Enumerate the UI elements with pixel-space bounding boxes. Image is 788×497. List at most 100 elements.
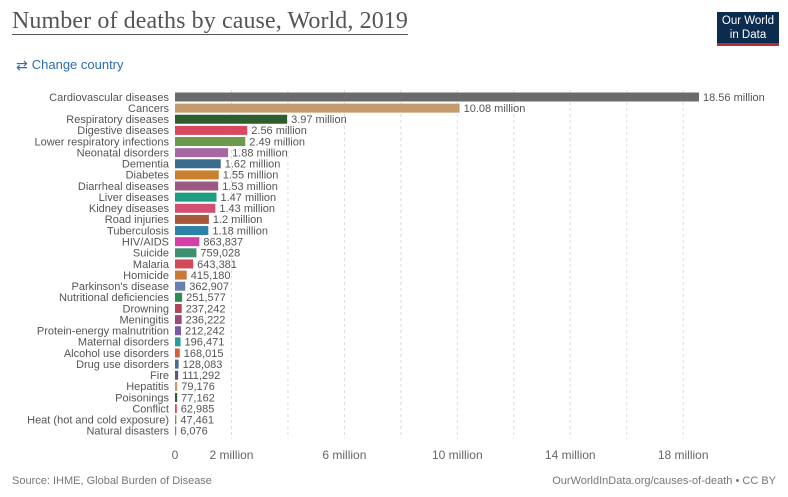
bar-drug-use-disorders <box>175 359 179 369</box>
category-label: Dementia <box>122 159 170 171</box>
bar-digestive-diseases <box>175 125 248 135</box>
value-label: 362,907 <box>189 281 229 293</box>
value-label: 1.18 million <box>212 225 268 237</box>
value-label: 1.55 million <box>223 170 279 182</box>
bar-maternal-disorders <box>175 337 181 347</box>
bar-conflict <box>175 404 177 414</box>
category-label: Nutritional deficiencies <box>59 292 170 304</box>
bar-kidney-diseases <box>175 203 216 213</box>
bar-chart: Cardiovascular diseases 18.56 million Canc… <box>27 90 765 462</box>
category-label: Meningitis <box>119 314 169 326</box>
category-label: Suicide <box>133 248 169 260</box>
category-label: Diabetes <box>126 170 170 182</box>
category-label: HIV/AIDS <box>122 236 169 248</box>
value-label: 3.97 million <box>291 114 347 126</box>
category-label: Maternal disorders <box>78 337 170 349</box>
category-label: Road injuries <box>105 214 170 226</box>
category-label: Drowning <box>123 303 169 315</box>
category-label: Diarrheal diseases <box>78 181 170 193</box>
category-label: Cardiovascular diseases <box>49 92 169 104</box>
value-label: 212,242 <box>185 326 225 338</box>
bar-cancers <box>175 103 460 113</box>
value-label: 168,015 <box>184 348 224 360</box>
value-label: 6,076 <box>180 426 208 438</box>
source-note: Source: IHME, Global Burden of Disease <box>12 475 212 487</box>
value-label: 237,242 <box>186 303 226 315</box>
value-label: 2.49 million <box>249 136 305 148</box>
value-label: 111,292 <box>182 370 220 382</box>
bar-hiv-aids <box>175 237 200 247</box>
bar-drowning <box>175 303 182 313</box>
logo-line-1: Our World <box>721 15 775 27</box>
value-label: 1.43 million <box>219 203 275 215</box>
bar-neonatal-disorders <box>175 148 229 158</box>
bar-meningitis <box>175 315 182 325</box>
value-label: 1.53 million <box>222 181 278 193</box>
bar-cardiovascular-diseases <box>175 92 699 102</box>
category-label: Conflict <box>132 403 169 415</box>
category-label: Neonatal disorders <box>77 147 170 159</box>
value-label: 863,837 <box>203 236 243 248</box>
value-label: 10.08 million <box>464 103 526 115</box>
bar-tuberculosis <box>175 226 209 236</box>
value-label: 47,461 <box>180 415 214 427</box>
value-label: 77,162 <box>181 392 215 404</box>
logo-line-2: in Data <box>729 29 767 41</box>
bar-liver-diseases <box>175 192 217 202</box>
category-label: Lower respiratory infections <box>34 136 169 148</box>
bar-suicide <box>175 248 197 258</box>
bar-respiratory-diseases <box>175 114 288 124</box>
bar-diarrheal-diseases <box>175 181 219 191</box>
category-label: Fire <box>150 370 169 382</box>
bar-diabetes <box>175 170 219 180</box>
value-label: 62,985 <box>181 403 215 415</box>
swap-arrows-icon: ⇄ <box>16 56 28 73</box>
x-tick-label: 10 million <box>432 448 483 462</box>
value-label: 759,028 <box>200 248 240 260</box>
x-tick-label: 6 million <box>322 448 366 462</box>
x-tick-label: 0 <box>172 448 179 462</box>
value-label: 1.2 million <box>213 214 263 226</box>
credit-link[interactable]: OurWorldInData.org/causes-of-death • CC … <box>552 475 776 487</box>
value-label: 196,471 <box>185 337 225 349</box>
value-label: 2.56 million <box>251 125 307 137</box>
bar-fire <box>175 370 179 380</box>
category-label: Poisonings <box>115 392 169 404</box>
bar-lower-respiratory-infections <box>175 137 246 147</box>
bar-hepatitis <box>175 381 178 391</box>
category-label: Kidney diseases <box>89 203 170 215</box>
x-tick-label: 18 million <box>658 448 709 462</box>
bar-malaria <box>175 259 194 269</box>
value-label: 18.56 million <box>703 92 765 104</box>
category-label: Drug use disorders <box>76 359 169 371</box>
value-label: 1.47 million <box>221 192 277 204</box>
category-label: Hepatitis <box>126 381 169 393</box>
bar-poisonings <box>175 393 178 403</box>
category-label: Parkinson's disease <box>72 281 170 293</box>
bar-nutritional-deficiencies <box>175 292 183 302</box>
value-label: 643,381 <box>197 259 237 271</box>
chart-title: Number of deaths by cause, World, 2019 <box>12 8 409 35</box>
category-label: Protein-energy malnutrition <box>37 326 169 338</box>
bar-alcohol-use-disorders <box>175 348 180 358</box>
bar-protein-energy-malnutrition <box>175 326 181 336</box>
category-label: Liver diseases <box>99 192 170 204</box>
category-label: Heat (hot and cold exposure) <box>27 415 169 427</box>
category-label: Respiratory diseases <box>66 114 169 126</box>
category-label: Malaria <box>133 259 170 271</box>
bar-homicide <box>175 270 187 280</box>
category-label: Tuberculosis <box>107 225 169 237</box>
category-label: Cancers <box>128 103 169 115</box>
bar-dementia <box>175 159 221 169</box>
value-label: 128,083 <box>183 359 223 371</box>
change-country-button[interactable]: ⇄ Change country <box>16 57 124 72</box>
chart-title-text: Number of deaths by cause, World, 2019 <box>12 8 409 35</box>
bar-road-injuries <box>175 214 209 224</box>
bar-heat-hot-and-cold-exposure- <box>175 415 177 425</box>
category-label: Natural disasters <box>86 426 169 438</box>
owid-logo[interactable]: Our World in Data <box>717 12 779 46</box>
bar-parkinson-s-disease <box>175 281 186 291</box>
bar-natural-disasters <box>175 426 177 436</box>
value-label: 79,176 <box>181 381 215 393</box>
x-tick-label: 2 million <box>209 448 253 462</box>
